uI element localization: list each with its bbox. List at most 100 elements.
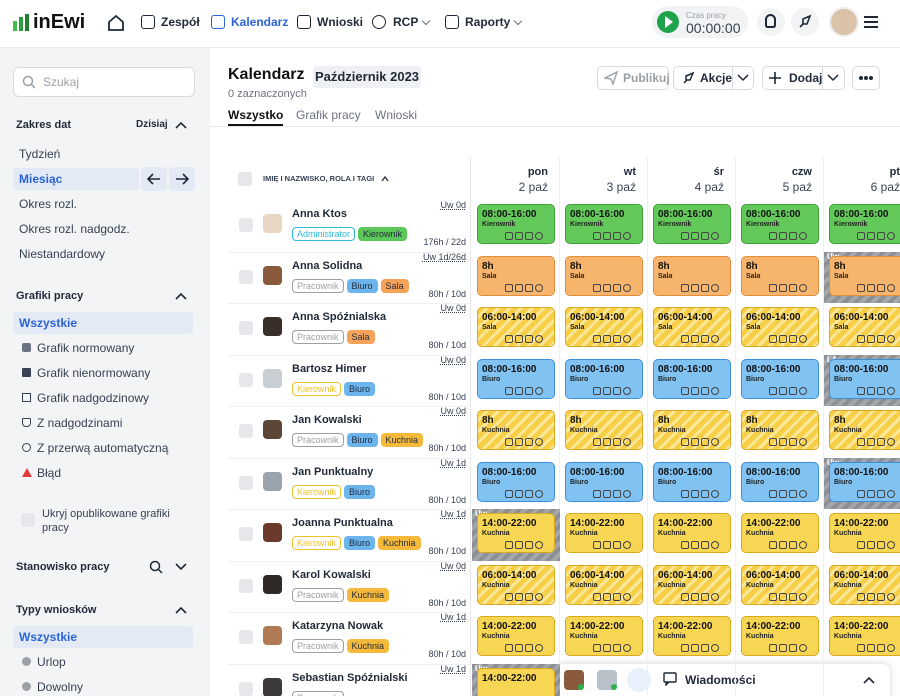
nav-icon[interactable] — [445, 15, 459, 29]
leave-balance[interactable]: Uw 1d — [440, 612, 466, 622]
shift[interactable]: 06:00-14:00 Kuchnia — [653, 564, 731, 605]
search-box[interactable] — [13, 67, 195, 97]
shift[interactable]: 06:00-14:00 Sala — [565, 307, 643, 347]
shift[interactable]: 08:00-16:00 Biuro — [741, 461, 819, 502]
nav-item[interactable]: Kalendarz — [231, 15, 289, 29]
shift[interactable]: 8h Sala — [477, 255, 555, 296]
shift[interactable]: 8h Sala — [829, 255, 900, 296]
shift[interactable]: 06:00-14:00 Kuchnia — [477, 564, 555, 605]
shift[interactable]: 06:00-14:00 Kuchnia — [829, 564, 900, 605]
row-checkbox[interactable] — [239, 372, 253, 387]
shift[interactable]: 06:00-14:00 Sala — [653, 307, 731, 347]
shift[interactable]: 08:00-16:00 Kierownik — [565, 204, 643, 244]
employee-name[interactable]: Joanna Punktualna — [292, 517, 393, 529]
shift[interactable]: 08:00-16:00 Biuro — [829, 358, 900, 399]
shift[interactable]: 8h Sala — [565, 255, 643, 296]
home-icon[interactable] — [107, 14, 125, 31]
shift[interactable]: 14:00-22:00 Kuchnia — [653, 616, 731, 656]
user-avatar[interactable] — [829, 7, 859, 37]
employee-name[interactable]: Anna Spóźnialska — [292, 311, 387, 323]
shift[interactable]: 08:00-16:00 Kierownik — [477, 204, 555, 244]
shift[interactable]: 8h Kuchnia — [741, 410, 819, 450]
month-picker[interactable]: Październik 2023 — [313, 66, 421, 88]
shift[interactable]: 08:00-16:00 Biuro — [565, 358, 643, 399]
more-button[interactable] — [852, 66, 880, 90]
nav-icon[interactable] — [211, 15, 225, 29]
leave-balance[interactable]: Uw 0d — [440, 303, 466, 313]
today-button[interactable]: Dzisiaj — [136, 119, 168, 130]
actions-button[interactable]: Akcje — [673, 66, 754, 90]
expand-icon[interactable] — [863, 676, 875, 684]
employee-name[interactable]: Jan Kowalski — [292, 414, 362, 426]
shift[interactable]: 14:00-22:00 — [477, 667, 555, 696]
nav-caret[interactable] — [421, 16, 431, 26]
shift[interactable]: 08:00-16:00 Biuro — [741, 358, 819, 399]
row-checkbox[interactable] — [239, 475, 253, 490]
sidebar-item[interactable]: Grafik nienormowany — [37, 366, 151, 380]
sidebar-item[interactable]: Miesiąc — [19, 172, 63, 186]
select-all-checkbox[interactable] — [238, 172, 252, 186]
collapse-icon[interactable] — [175, 121, 187, 129]
sidebar-item[interactable]: Urlop — [37, 655, 66, 669]
shift[interactable]: 08:00-16:00 Biuro — [653, 358, 731, 399]
row-checkbox[interactable] — [239, 527, 253, 541]
tab[interactable]: Wnioski — [375, 108, 418, 122]
dropdown-icon[interactable] — [827, 74, 839, 82]
leave-balance[interactable]: Uw 1d — [440, 509, 466, 519]
leave-balance[interactable]: Uw 0d — [440, 200, 466, 210]
shift[interactable]: 06:00-14:00 Kuchnia — [565, 564, 643, 605]
sidebar-item[interactable]: Okres rozl. — [19, 197, 78, 211]
shift[interactable]: 08:00-16:00 Kierownik — [829, 204, 900, 244]
nav-item[interactable]: Zespół — [161, 15, 200, 29]
shift[interactable]: 14:00-22:00 Kuchnia — [741, 616, 819, 656]
leave-balance[interactable]: Uw 0d — [440, 560, 466, 571]
shift[interactable]: 14:00-22:00 Kuchnia — [477, 616, 555, 656]
employee-name[interactable]: Bartosz Himer — [292, 362, 367, 375]
tab[interactable]: Grafik pracy — [296, 108, 361, 122]
employee-name[interactable]: Sebastian Spóźnialski — [292, 671, 408, 684]
row-checkbox[interactable] — [239, 269, 253, 284]
logo[interactable]: inEwi — [33, 11, 86, 33]
shift[interactable]: 8h Sala — [653, 255, 731, 296]
row-checkbox[interactable] — [239, 578, 253, 593]
collapse-icon[interactable] — [175, 292, 187, 300]
row-checkbox[interactable] — [239, 321, 253, 335]
menu-icon[interactable] — [863, 15, 879, 29]
shift[interactable]: 14:00-22:00 Kuchnia — [829, 513, 900, 553]
sidebar-item[interactable]: Grafik nadgodzinowy — [37, 391, 150, 405]
sidebar-item[interactable]: Tydzień — [19, 147, 61, 161]
tab[interactable]: Wszystko — [228, 108, 284, 122]
publish-button[interactable]: Publikuj — [597, 66, 670, 90]
nav-item[interactable]: Wnioski — [317, 15, 364, 29]
row-checkbox[interactable] — [239, 681, 253, 696]
shift[interactable]: 08:00-16:00 Biuro — [653, 461, 731, 502]
employee-name[interactable]: Jan Punktualny — [292, 465, 374, 478]
row-checkbox[interactable] — [239, 630, 253, 644]
shift[interactable]: 08:00-16:00 Kierownik — [741, 204, 819, 244]
name-column-header[interactable]: IMIĘ I NAZWISKO, ROLA I TAGI — [263, 174, 375, 183]
employee-name[interactable]: Anna Ktos — [292, 208, 347, 220]
leave-balance[interactable]: Uw 1d — [440, 663, 466, 674]
row-checkbox[interactable] — [239, 218, 253, 232]
shift[interactable]: 8h Sala — [741, 255, 819, 296]
sidebar-item[interactable]: Z przerwą automatyczną — [37, 441, 169, 455]
row-checkbox[interactable] — [239, 424, 253, 438]
rocket-button[interactable] — [791, 8, 819, 36]
shift[interactable]: 06:00-14:00 Kuchnia — [741, 564, 819, 605]
leave-balance[interactable]: Uw 0d — [440, 354, 466, 365]
nav-caret[interactable] — [513, 16, 523, 26]
sidebar-item[interactable]: Grafik normowany — [37, 341, 135, 355]
shift[interactable]: 08:00-16:00 Kierownik — [653, 204, 731, 244]
nav-icon[interactable] — [297, 15, 311, 29]
shift[interactable]: 08:00-16:00 Biuro — [565, 461, 643, 502]
sidebar-item[interactable]: Wszystkie — [19, 630, 78, 644]
shift[interactable]: 14:00-22:00 Kuchnia — [477, 513, 555, 553]
shift[interactable]: 06:00-14:00 Sala — [741, 307, 819, 347]
dropdown-icon[interactable] — [737, 74, 749, 82]
shift[interactable]: 06:00-14:00 Sala — [477, 307, 555, 347]
employee-name[interactable]: Katarzyna Nowak — [292, 620, 384, 632]
shift[interactable]: 08:00-16:00 Biuro — [477, 358, 555, 399]
sidebar-item[interactable]: Okres rozl. nadgodz. — [19, 222, 130, 236]
leave-balance[interactable]: Uw 0d — [440, 406, 466, 416]
sidebar-item[interactable]: Błąd — [37, 466, 62, 480]
